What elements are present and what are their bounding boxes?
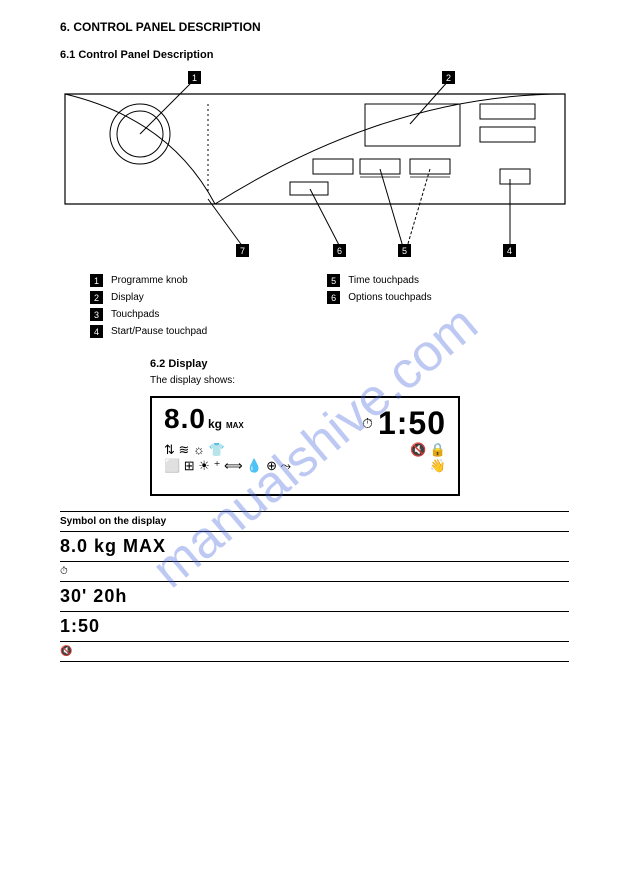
row-symbol: 8.0 kg MAX xyxy=(60,536,166,557)
table-row: 1:50 xyxy=(60,611,569,641)
lcd-top-row: 8.0 kg MAX ⏱ 1:50 xyxy=(152,398,458,442)
marker-7: 7 xyxy=(236,244,249,257)
legend-label: Touchpads xyxy=(111,309,159,320)
legend-label: Start/Pause touchpad xyxy=(111,326,207,337)
lcd-weight: 8.0 kg MAX xyxy=(164,403,244,435)
time-value: 1:50 xyxy=(378,405,446,442)
legend: 1 Programme knob 2 Display 3 Touchpads 4… xyxy=(90,274,569,338)
weight-value: 8.0 xyxy=(164,403,206,435)
legend-item: 2 Display xyxy=(90,291,207,304)
marker-1: 1 xyxy=(188,71,201,84)
marker-4: 4 xyxy=(503,244,516,257)
weight-unit: kg xyxy=(208,417,222,431)
icons-r2: ⬜ ⊞ ☀ ⁺ ⟺ 💧 ⊕ ⤳ xyxy=(164,458,291,474)
marker-5: 5 xyxy=(398,244,411,257)
panel-subtitle: 6.1 Control Panel Description xyxy=(60,49,569,61)
legend-label: Time touchpads xyxy=(348,275,419,286)
table-row: 8.0 kg MAX xyxy=(60,531,569,561)
legend-label: Options touchpads xyxy=(348,292,431,303)
marker-icon: 2 xyxy=(90,291,103,304)
icon-br: 👋 xyxy=(430,458,446,474)
control-panel-diagram: 1 2 7 6 5 4 xyxy=(60,69,570,259)
legend-item: 6 Options touchpads xyxy=(327,291,431,304)
table-row: 30' 20h xyxy=(60,581,569,611)
display-desc: The display shows: xyxy=(150,375,569,386)
clock-icon: ⏱ xyxy=(362,415,373,432)
legend-item: 1 Programme knob xyxy=(90,274,207,287)
icons-right: 🔇 🔒 xyxy=(410,442,446,458)
marker-icon: 3 xyxy=(90,308,103,321)
legend-item: 5 Time touchpads xyxy=(327,274,431,287)
display-title: 6.2 Display xyxy=(150,358,569,370)
row-symbol: 1:50 xyxy=(60,616,100,637)
marker-icon: 5 xyxy=(327,274,340,287)
icons-r1: ⇅ ≋ ☼ 👕 xyxy=(164,442,225,458)
legend-left: 1 Programme knob 2 Display 3 Touchpads 4… xyxy=(90,274,207,338)
marker-2: 2 xyxy=(442,71,455,84)
legend-label: Display xyxy=(111,292,144,303)
legend-right: 5 Time touchpads 6 Options touchpads xyxy=(327,274,431,338)
panel-svg xyxy=(60,69,570,259)
marker-icon: 1 xyxy=(90,274,103,287)
lcd-display: 8.0 kg MAX ⏱ 1:50 ⇅ ≋ ☼ 👕 🔇 🔒 ⬜ ⊞ ☀ ⁺ ⟺ … xyxy=(150,396,460,496)
marker-icon: 6 xyxy=(327,291,340,304)
legend-item: 4 Start/Pause touchpad xyxy=(90,325,207,338)
weight-max: MAX xyxy=(226,421,244,430)
lcd-icons-1: ⇅ ≋ ☼ 👕 🔇 🔒 xyxy=(152,442,458,458)
row-symbol: 🔇 xyxy=(60,646,72,657)
table-row: ⏱ xyxy=(60,561,569,581)
legend-label: Programme knob xyxy=(111,275,188,286)
marker-6: 6 xyxy=(333,244,346,257)
marker-icon: 4 xyxy=(90,325,103,338)
row-symbol: 30' 20h xyxy=(60,586,127,607)
legend-item: 3 Touchpads xyxy=(90,308,207,321)
symbol-table: Symbol on the display 8.0 kg MAX ⏱ 30' 2… xyxy=(60,511,569,662)
lcd-icons-2: ⬜ ⊞ ☀ ⁺ ⟺ 💧 ⊕ ⤳ 👋 xyxy=(152,458,458,474)
display-section: 6.2 Display The display shows: 8.0 kg MA… xyxy=(150,358,569,496)
section-heading: 6. CONTROL PANEL DESCRIPTION xyxy=(60,20,569,34)
table-header: Symbol on the display xyxy=(60,511,569,531)
row-symbol: ⏱ xyxy=(60,566,68,577)
lcd-time-group: ⏱ 1:50 xyxy=(362,405,446,442)
table-row: 🔇 xyxy=(60,641,569,662)
header-label: Symbol on the display xyxy=(60,516,166,527)
